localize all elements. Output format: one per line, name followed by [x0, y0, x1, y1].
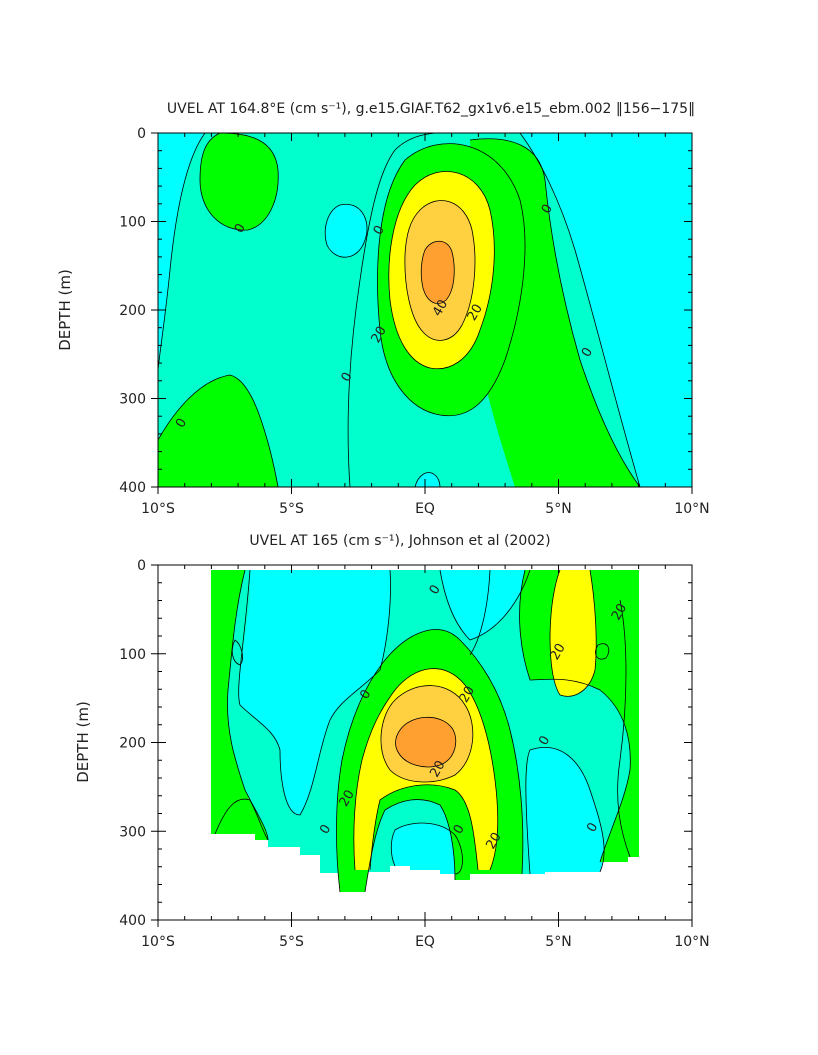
bottom-x-tick-label: 10°N	[674, 934, 709, 950]
top-x-tick-label: 5°S	[279, 501, 304, 517]
bottom-contour-lines	[214, 569, 631, 893]
bottom-contour-line-10-northeast	[519, 569, 631, 863]
bottom-westward-flow-region-deep	[391, 823, 463, 874]
top-westward-flow-region-south	[158, 133, 205, 370]
top-contour-line-20	[388, 170, 495, 370]
top-y-tick-label: 300	[119, 392, 146, 408]
bottom-axes: 10°S 5°S EQ 5°N 10°N 0 100 200 300 400	[119, 558, 709, 950]
top-contour-line-10-southwest	[199, 133, 279, 231]
bottom-contour-line-20-core	[353, 668, 499, 871]
bottom-band-10-20-northeast	[519, 570, 639, 862]
top-contour-line-0-south	[158, 133, 206, 371]
top-x-tick-label: 10°N	[674, 501, 709, 517]
top-contour-line-0-lens	[324, 203, 368, 258]
bottom-contour-line-10-west	[227, 569, 269, 841]
top-band-10-20-southwest-bottom	[158, 375, 278, 487]
bottom-contour-line-right-edge	[617, 599, 631, 858]
bottom-contour-label: 20	[337, 788, 358, 810]
top-contour-label: 20	[465, 302, 486, 324]
bottom-y-axis-label: DEPTH (m)	[74, 701, 92, 783]
top-x-tick-label: EQ	[415, 501, 435, 517]
bottom-y-tick-label: 200	[119, 736, 146, 752]
bottom-y-tick-label: 300	[119, 824, 146, 840]
bottom-contour-label: 20	[548, 641, 569, 663]
top-contour-line-40	[420, 240, 455, 304]
bottom-contour-line-0-east	[525, 747, 605, 875]
bottom-contour-label: 20	[457, 684, 478, 706]
bottom-x-tick-label: 5°S	[279, 934, 304, 950]
top-contour-line-0-bottom	[414, 472, 441, 487]
bottom-contour-line-20-northeast	[549, 569, 597, 697]
bottom-contour-line-20-core-inner	[369, 784, 479, 871]
bottom-panel-title: UVEL AT 165 (cm s⁻¹), Johnson et al (200…	[249, 533, 550, 549]
bottom-contour-line-10-core-inner	[364, 799, 456, 893]
bottom-contour-line-0-equator	[439, 569, 531, 641]
bottom-contour-line-narrow-eq	[469, 569, 491, 656]
top-x-tick-label: 10°S	[141, 501, 175, 517]
bottom-y-tick-label: 400	[119, 913, 146, 929]
top-contour-line-10-core	[377, 143, 526, 417]
top-axes: 10°S 5°S EQ 5°N 10°N 0 100 200 300 400	[119, 126, 709, 517]
top-contour-lines	[158, 133, 641, 487]
bottom-westward-flow-region-equator-north	[440, 570, 530, 640]
bottom-contour-line-bottom-west	[214, 798, 269, 841]
bottom-contour-line-10-core	[336, 629, 524, 893]
top-y-axis-label: DEPTH (m)	[56, 269, 74, 351]
bottom-contour-line-0-deep	[390, 822, 463, 875]
bottom-contour-line-small-loop	[231, 639, 243, 666]
bottom-contour-line-east-loop	[595, 643, 610, 660]
bottom-band-20-30-northeast	[550, 570, 597, 697]
top-y-tick-label: 200	[119, 303, 146, 319]
bottom-panel: UVEL AT 165 (cm s⁻¹), Johnson et al (200…	[74, 533, 710, 950]
bottom-band-40-plus-core	[395, 717, 456, 767]
bottom-contour-label: 20	[427, 758, 448, 780]
top-contour-label: 40	[430, 297, 451, 319]
bottom-contour-label: 20	[609, 601, 630, 623]
top-contour-label: 20	[369, 324, 390, 346]
top-contour-line-10-east	[469, 138, 641, 487]
top-band-40-plus-core	[421, 241, 455, 304]
top-westward-flow-region-north	[520, 133, 692, 487]
bottom-contour-line-0-west	[238, 569, 391, 816]
top-band-10-20-southwest-blob	[200, 133, 279, 231]
top-y-tick-label: 400	[119, 480, 146, 496]
bottom-westward-flow-region-east	[525, 747, 605, 874]
top-y-tick-label: 0	[137, 126, 146, 142]
bottom-x-tick-label: 10°S	[141, 934, 175, 950]
bottom-contour-label: 20	[483, 830, 504, 852]
top-band-10-20-east-tongue	[470, 138, 640, 487]
top-panel-title: UVEL AT 164.8°E (cm s⁻¹), g.e15.GIAF.T62…	[167, 101, 695, 117]
bottom-westward-flow-region-west	[238, 570, 391, 815]
top-contour-line-30	[404, 200, 476, 341]
bottom-x-tick-label: 5°N	[545, 934, 571, 950]
top-westward-flow-region-lens	[325, 204, 368, 258]
top-y-tick-label: 100	[119, 215, 146, 231]
bottom-y-tick-label: 0	[137, 558, 146, 574]
top-contour-line-10-southwest-bottom	[158, 374, 279, 487]
bottom-band-10-20-west	[211, 570, 268, 840]
bottom-contour-line-30	[380, 685, 474, 783]
top-panel: UVEL AT 164.8°E (cm s⁻¹), g.e15.GIAF.T62…	[56, 101, 710, 517]
top-x-tick-label: 5°N	[545, 501, 571, 517]
bottom-y-tick-label: 100	[119, 647, 146, 663]
top-contour-line-0-west	[347, 133, 441, 487]
bottom-x-tick-label: EQ	[415, 934, 435, 950]
bottom-contour-line-40	[395, 716, 457, 768]
